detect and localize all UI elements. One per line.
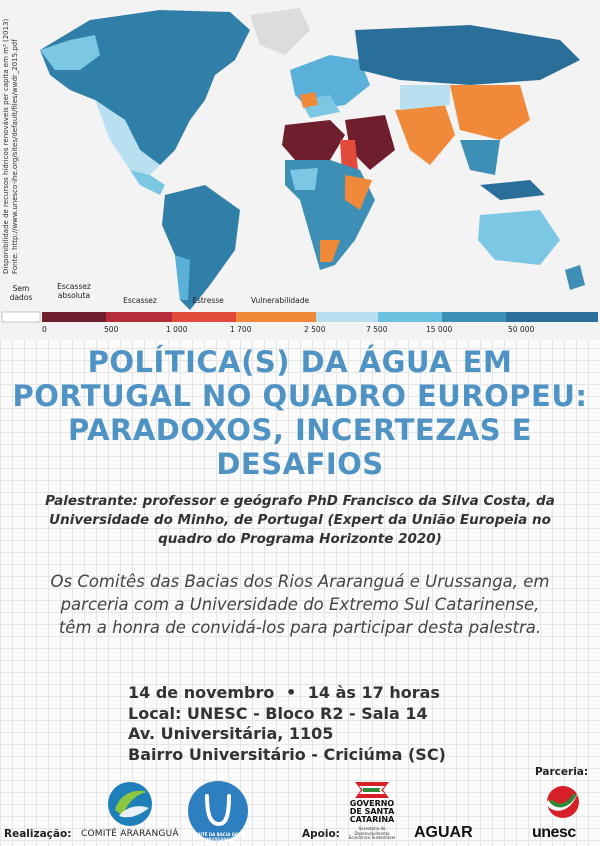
legend-scarcity: Escassez [123,296,157,305]
legend-tick: 50 000 [508,325,535,334]
legend-tick: 2 500 [304,325,326,334]
event-details: 14 de novembro • 14 às 17 horas Local: U… [128,683,528,765]
aguar-logo: AGUAR [414,824,473,841]
comite-ararangua-logo [108,782,152,826]
governo-sc-subtitle: Secretaria de Desenvolvimento Econômico … [348,826,396,840]
event-date: 14 de novembro [128,683,275,702]
map-source-note: Disponibilidade de recursos hídricos ren… [2,4,28,274]
governo-sc-flag-icon [355,782,389,798]
event-title: POLÍTICA(S) DA ÁGUA EM PORTUGAL NO QUADR… [12,345,588,481]
event-address: Av. Universitária, 1105 [128,724,334,743]
world-map [0,0,600,340]
event-location: Local: UNESC - Bloco R2 - Sala 14 [128,703,428,723]
governo-sc-name: GOVERNO DE SANTA CATARINA [349,799,395,824]
legend-tick: 500 [104,325,119,334]
map-source-line-2: Fonte: http://www.unesco-ihe.org/sites/d… [11,39,19,274]
legend-tick: 1 000 [166,325,188,334]
legend-vulnerability: Vulnerabilidade [250,296,310,305]
world-map-figure: Disponibilidade de recursos hídricos ren… [0,0,600,340]
speaker-info: Palestrante: professor e geógrafo PhD Fr… [45,493,555,547]
legend-tick: 7 500 [366,325,388,334]
legend-no-data: Sem dados [9,284,33,302]
date-time-line: 14 de novembro • 14 às 17 horas [128,683,528,704]
unesc-logo-icon [546,786,579,818]
event-district: Bairro Universitário - Criciúma (SC) [128,744,446,764]
map-source-line-1: Disponibilidade de recursos hídricos ren… [2,18,10,274]
unesc-name: unesc [532,824,576,841]
legend-tick: 0 [42,325,47,334]
realizacao-label: Realização: [4,828,72,840]
event-time: 14 às 17 horas [307,683,440,702]
invitation-text: Os Comitês das Bacias dos Rios Araranguá… [50,572,550,637]
legend-stress: Estresse [192,296,224,305]
legend-bar [1,311,598,323]
comite-urussanga-logo [188,781,248,841]
legend-tick: 15 000 [426,325,453,334]
bullet-separator: • [285,683,297,702]
parceria-label: Parceria: [535,766,589,778]
apoio-label: Apoio: [302,828,340,840]
legend-tick: 1 700 [230,325,252,334]
comite-urussanga-name: COMITÊ DA BACIA DO RIO URUSSANGA [190,832,248,842]
legend-absolute-scarcity: Escassez absoluta [57,282,91,300]
comite-ararangua-name: COMITÊ ARARANGUÁ [81,829,179,839]
